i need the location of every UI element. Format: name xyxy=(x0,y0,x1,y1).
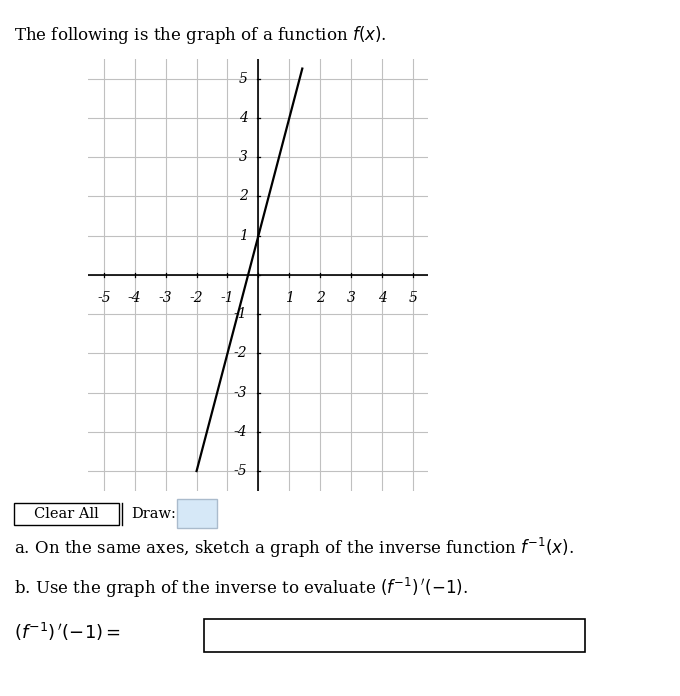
Text: -3: -3 xyxy=(234,386,248,400)
Text: Clear All: Clear All xyxy=(34,507,99,521)
Text: 1: 1 xyxy=(285,291,294,305)
Text: Draw:: Draw: xyxy=(131,507,176,521)
Text: -1: -1 xyxy=(221,291,235,305)
Text: -5: -5 xyxy=(97,291,111,305)
Text: -2: -2 xyxy=(190,291,203,305)
Text: 4: 4 xyxy=(377,291,386,305)
Text: 3: 3 xyxy=(239,150,248,164)
Text: -4: -4 xyxy=(128,291,141,305)
Text: a. On the same axes, sketch a graph of the inverse function $f^{-1}(x)$.: a. On the same axes, sketch a graph of t… xyxy=(14,537,574,560)
Text: The following is the graph of a function $f(x)$.: The following is the graph of a function… xyxy=(14,24,386,47)
Text: 5: 5 xyxy=(409,291,418,305)
Text: 1: 1 xyxy=(239,229,248,243)
Text: 2: 2 xyxy=(316,291,324,305)
Text: -4: -4 xyxy=(234,425,248,439)
Text: 5: 5 xyxy=(239,72,248,86)
Text: $(f^{-1})\,'(-1) = $: $(f^{-1})\,'(-1) = $ xyxy=(14,621,121,643)
Text: -1: -1 xyxy=(234,307,248,321)
Text: 4: 4 xyxy=(239,111,248,125)
Text: -2: -2 xyxy=(234,347,248,361)
Text: b. Use the graph of the inverse to evaluate $(f^{-1})\,'(-1)$.: b. Use the graph of the inverse to evalu… xyxy=(14,576,467,600)
Text: -3: -3 xyxy=(159,291,173,305)
Text: -5: -5 xyxy=(234,464,248,478)
Text: 3: 3 xyxy=(347,291,356,305)
Text: 2: 2 xyxy=(239,189,248,203)
